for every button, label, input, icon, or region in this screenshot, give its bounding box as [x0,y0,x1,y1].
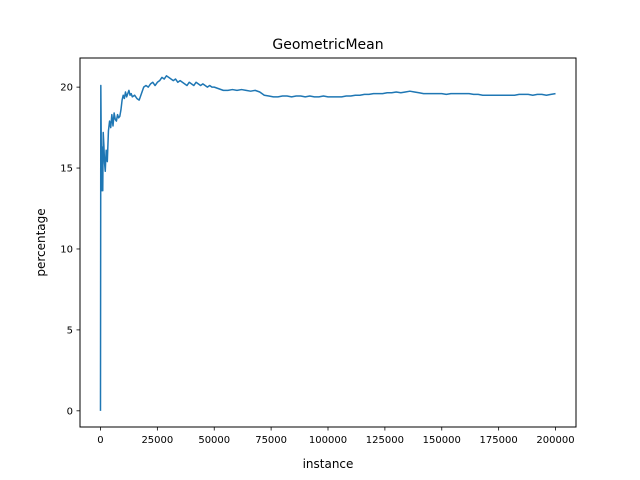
series-line [99,75,556,411]
plot-area [99,75,556,411]
x-tick-label: 25000 [141,435,173,446]
x-axis-label: instance [303,457,354,471]
x-tick-label: 100000 [309,435,347,446]
y-axis-ticks: 0 5 10 15 20 [60,83,80,417]
x-tick-label: 0 [97,435,103,446]
x-tick-label: 50000 [198,435,230,446]
x-tick-label: 200000 [536,435,574,446]
y-tick-label: 15 [60,164,73,175]
y-axis-label: percentage [34,208,48,276]
x-tick-label: 150000 [423,435,461,446]
chart-title: GeometricMean [272,37,383,53]
y-tick-label: 20 [60,83,73,94]
y-tick-label: 0 [67,406,73,417]
x-tick-label: 175000 [480,435,518,446]
x-tick-label: 75000 [255,435,287,446]
x-tick-label: 125000 [366,435,404,446]
y-tick-label: 5 [67,325,73,336]
x-axis-ticks: 0 25000 50000 75000 100000 125000 150000 175000… [97,427,575,446]
y-tick-label: 10 [60,244,73,255]
